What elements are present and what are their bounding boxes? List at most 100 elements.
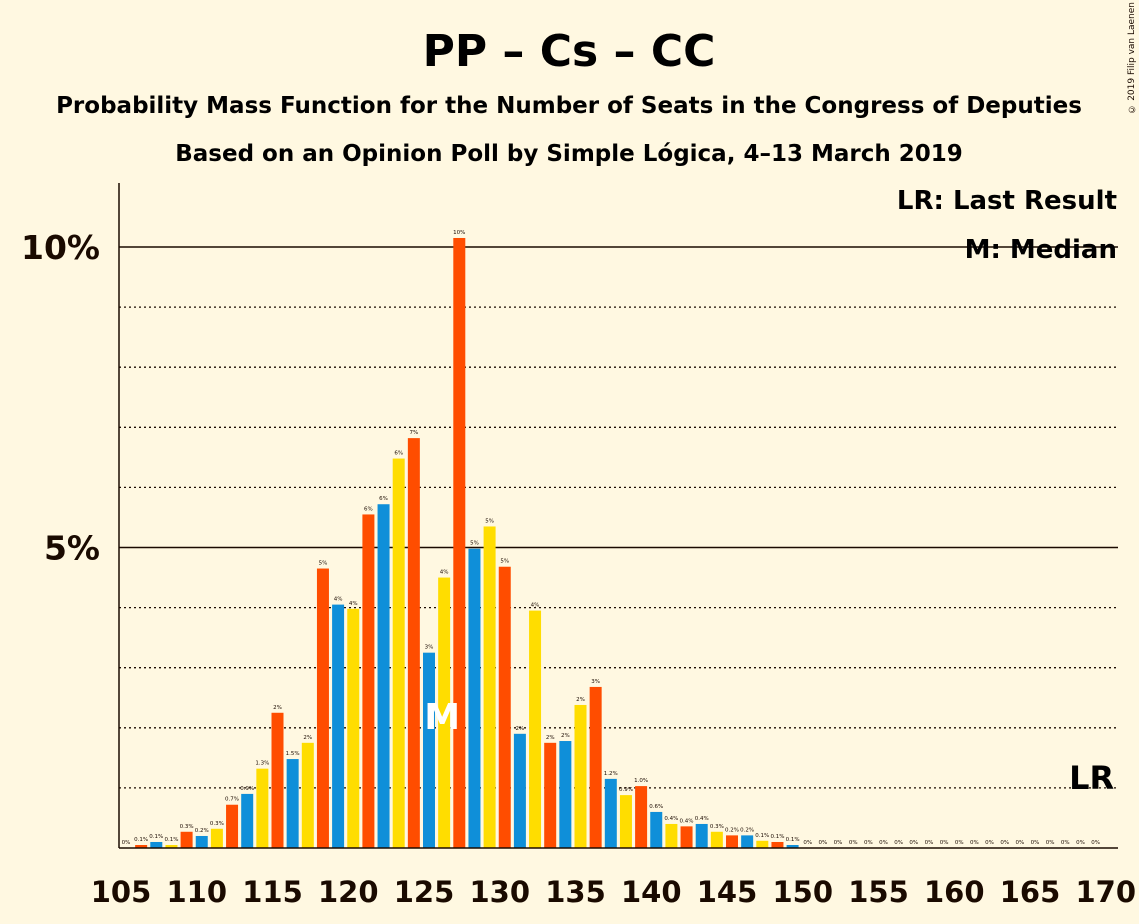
x-tick-label: 170 [1075,875,1136,909]
bar [529,611,541,848]
x-tick-label: 160 [924,875,985,909]
bar [287,759,299,848]
bar [756,841,768,848]
bar-value-label: 3% [425,645,434,651]
bar-value-label: 0.1% [786,837,800,843]
bar-value-label: 0.2% [195,828,209,834]
bar-value-label: 0% [1061,840,1070,846]
bar-value-label: 0.4% [695,816,709,822]
bar [771,842,783,848]
bar [393,459,405,848]
chart-title: PP – Cs – CC [423,26,716,77]
bar-value-label: 0% [1076,840,1085,846]
bar [317,569,329,848]
bar-value-label: 0% [864,840,873,846]
bar [241,794,253,848]
bar [696,824,708,848]
bar [559,741,571,848]
bar-value-label: 2% [516,726,525,732]
bar-value-label: 2% [303,735,312,741]
bar-value-label: 1.0% [634,778,648,784]
bar [468,549,480,848]
bar-value-label: 0% [1091,840,1100,846]
bar [362,514,374,848]
bars [135,238,798,848]
bar-value-label: 2% [546,735,555,741]
x-tick-label: 155 [848,875,909,909]
y-tick-label: 10% [21,228,100,267]
bar [453,238,465,848]
bar [590,687,602,848]
bar-value-label: 0.1% [770,834,784,840]
bar [408,438,420,848]
bar [681,826,693,848]
bar [620,795,632,848]
bar-value-label: 0% [849,840,858,846]
bar-value-label: 0.1% [164,837,178,843]
bar-value-label: 0.9% [240,786,254,792]
bar-value-label: 0% [834,840,843,846]
x-tick-label: 125 [394,875,455,909]
bar-value-label: 0.9% [619,787,633,793]
x-tick-label: 135 [545,875,606,909]
bar [726,835,738,848]
bar-value-label: 0% [803,840,812,846]
bar-value-label: 0% [122,840,131,846]
bar [181,832,193,848]
bar [650,812,662,848]
bar-value-label: 4% [334,597,343,603]
bar-value-label: 3% [591,679,600,685]
bar-value-label: 0% [925,840,934,846]
x-tick-label: 140 [621,875,682,909]
bar [211,829,223,848]
y-tick-labels: 5% 10% [21,228,100,568]
bar-value-label: 0.2% [740,827,754,833]
bar [605,779,617,848]
bar-value-label: 5% [319,561,328,567]
bar-value-label: 10% [453,230,465,236]
bar-value-label: 6% [394,451,403,457]
bar [302,743,314,848]
bar [150,842,162,848]
legend-median: M: Median [965,235,1117,265]
bar-value-label: 1.2% [604,771,618,777]
chart-subtitle-2: Based on an Opinion Poll by Simple Lógic… [175,141,963,167]
x-tick-labels: 105 110 115 120 125 130 135 140 145 150 155 160 165 1… [91,875,1136,909]
chart-subtitle: Probability Mass Function for the Number… [56,93,1082,119]
x-tick-label: 105 [91,875,152,909]
bar-value-label: 0% [1000,840,1009,846]
x-tick-label: 145 [697,875,758,909]
bar [711,832,723,848]
bar-value-label: 1.3% [255,761,269,767]
bar [665,824,677,848]
bar-value-label: 2% [576,697,585,703]
bar-value-label: 0.7% [225,797,239,803]
bar-value-label: 0.4% [680,818,694,824]
bar [514,734,526,848]
bar-labels: 0%0.1%0.1%0.1%0.3%0.2%0.3%0.7%0.9%1.3%2%… [122,230,1100,846]
x-tick-label: 120 [318,875,379,909]
bar-value-label: 7% [409,430,418,436]
bar-value-label: 0% [819,840,828,846]
bar-value-label: 4% [349,601,358,607]
bar-value-label: 0.3% [210,821,224,827]
bar-value-label: 0.6% [649,804,663,810]
bar-value-label: 0.3% [710,824,724,830]
bar-value-label: 0.3% [180,824,194,830]
bar-value-label: 0.1% [755,833,769,839]
x-tick-label: 150 [772,875,833,909]
grid [119,247,1118,788]
bar-value-label: 4% [440,570,449,576]
bar [499,567,511,848]
bar [272,713,284,848]
bar [332,605,344,848]
bar [196,836,208,848]
x-tick-label: 110 [166,875,227,909]
bar [484,526,496,848]
bar-value-label: 5% [485,518,494,524]
bar-value-label: 0% [1031,840,1040,846]
axes [119,183,1118,848]
bar-value-label: 0.1% [149,834,163,840]
bar [347,609,359,848]
